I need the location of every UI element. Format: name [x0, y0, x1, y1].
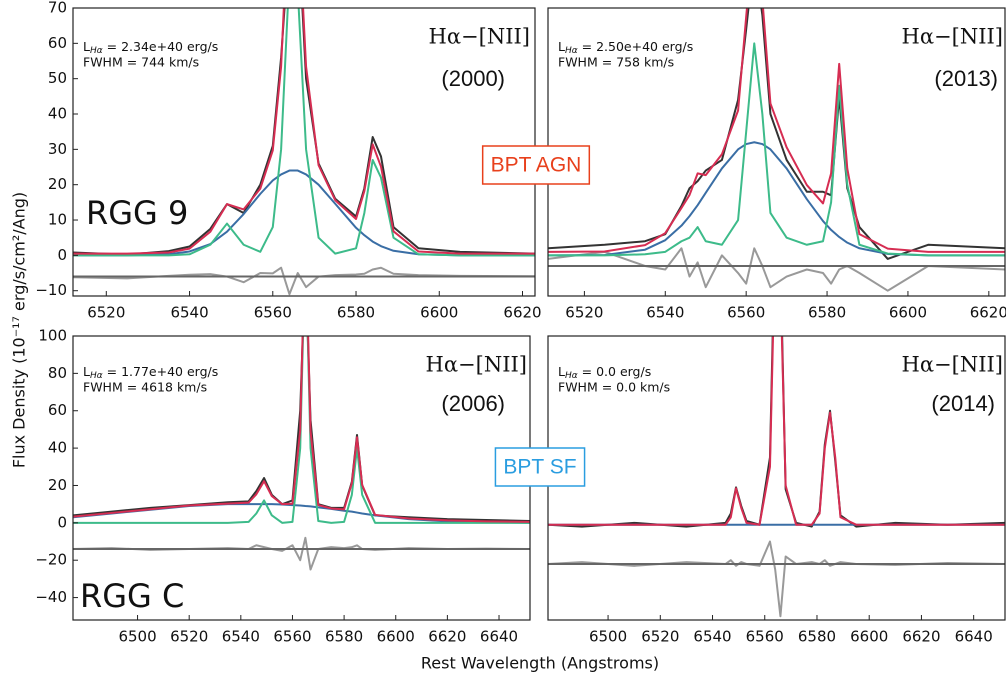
year: (2000): [441, 66, 505, 91]
x-tick-label: 6520: [565, 304, 603, 322]
luminosity-part: L: [558, 39, 565, 54]
year: (2014): [931, 391, 995, 416]
luminosity-part: = 2.34e+40 erg/s: [103, 39, 219, 54]
line-label: Hα−[NII]: [902, 353, 1003, 377]
x-tick-label: 6520: [87, 304, 125, 322]
x-tick-label: 6580: [337, 304, 375, 322]
series-line: [548, 42, 1005, 257]
y-tick-label: 50: [48, 69, 67, 87]
class-label: BPT SF: [503, 456, 576, 479]
x-tick-label: 6520: [170, 628, 208, 646]
y-axis-label: Flux Density (10⁻¹⁷ erg/s/cm²/Ang): [10, 192, 29, 468]
luminosity: LHα = 1.77e+40 erg/s: [83, 364, 218, 381]
x-tick-label: 6600: [377, 628, 415, 646]
x-tick-label: 6540: [693, 628, 731, 646]
x-tick-label: 6620: [503, 304, 541, 322]
fwhm: FWHM = 744 km/s: [83, 55, 199, 70]
class-box: [481, 145, 591, 185]
fwhm: FWHM = 0.0 km/s: [558, 380, 670, 395]
luminosity-part: = 2.50e+40 erg/s: [578, 39, 694, 54]
line-label: Hα−[NII]: [429, 25, 530, 49]
series-line: [73, 8, 535, 257]
y-tick-label: 60: [48, 401, 67, 419]
fwhm: FWHM = 758 km/s: [558, 55, 674, 70]
y-tick-label: 0: [57, 513, 67, 531]
series-line: [73, 169, 535, 257]
series-line: [548, 336, 1005, 526]
y-tick-label: −10: [35, 281, 67, 299]
y-tick-label: −20: [35, 551, 67, 569]
luminosity-part: = 0.0 erg/s: [578, 364, 652, 379]
x-tick-label: 6600: [850, 628, 888, 646]
series-line: [548, 8, 1005, 253]
line-label: Hα−[NII]: [902, 25, 1003, 49]
y-tick-label: −40: [35, 588, 67, 606]
y-tick-label: 20: [48, 175, 67, 193]
x-tick-label: 6560: [273, 628, 311, 646]
x-tick-label: 6560: [254, 304, 292, 322]
y-tick-label: 10: [48, 211, 67, 229]
luminosity-part: L: [83, 364, 90, 379]
x-tick-label: 6580: [325, 628, 363, 646]
line-label: Hα−[NII]: [426, 353, 527, 377]
class-box: [494, 447, 586, 487]
x-tick-label: 6560: [727, 304, 765, 322]
x-tick-label: 6540: [170, 304, 208, 322]
plot: [73, 8, 535, 296]
y-tick-label: 20: [48, 476, 67, 494]
series-line: [548, 141, 1005, 257]
luminosity-part: L: [558, 364, 565, 379]
series-line: [73, 8, 535, 255]
y-tick-label: 40: [48, 439, 67, 457]
plot: [548, 336, 1005, 618]
x-tick-label: 6600: [889, 304, 927, 322]
plot: [548, 8, 1005, 292]
y-tick-label: 100: [38, 327, 67, 345]
series-line: [548, 247, 1005, 292]
x-tick-label: 6560: [746, 628, 784, 646]
x-tick-label: 6500: [589, 628, 627, 646]
luminosity-part: Hα: [90, 371, 103, 381]
luminosity: LHα = 2.50e+40 erg/s: [558, 39, 693, 56]
y-tick-label: 60: [48, 34, 67, 52]
series-line: [73, 336, 530, 523]
series-line: [73, 8, 535, 256]
luminosity-part: Hα: [565, 371, 578, 381]
y-tick-label: 0: [57, 246, 67, 264]
x-tick-label: 6500: [118, 628, 156, 646]
luminosity-part: L: [83, 39, 90, 54]
x-tick-label: 6640: [480, 628, 518, 646]
x-axis-label: Rest Wavelength (Angstroms): [421, 654, 659, 673]
x-tick-label: 6640: [955, 628, 993, 646]
x-tick-label: 6620: [428, 628, 466, 646]
x-tick-label: 6580: [808, 304, 846, 322]
series-line: [73, 266, 535, 296]
fwhm: FWHM = 4618 km/s: [83, 380, 207, 395]
y-tick-label: 70: [48, 0, 67, 17]
y-tick-label: 30: [48, 140, 67, 158]
x-tick-label: 6540: [646, 304, 684, 322]
luminosity-part: = 1.77e+40 erg/s: [103, 364, 219, 379]
y-tick-label: 40: [48, 105, 67, 123]
x-tick-label: 6580: [798, 628, 836, 646]
x-tick-label: 6600: [420, 304, 458, 322]
x-tick-label: 6620: [902, 628, 940, 646]
series-line: [73, 336, 530, 524]
class-label: BPT AGN: [491, 154, 582, 177]
x-tick-label: 6620: [970, 304, 1006, 322]
plot: [73, 336, 530, 571]
object-name: RGG C: [80, 577, 184, 615]
year: (2013): [934, 66, 998, 91]
y-tick-label: 80: [48, 364, 67, 382]
luminosity: LHα = 0.0 erg/s: [558, 364, 651, 381]
object-name: RGG 9: [86, 194, 188, 232]
x-tick-label: 6540: [222, 628, 260, 646]
luminosity-part: Hα: [565, 46, 578, 56]
year: (2006): [441, 391, 505, 416]
x-tick-label: 6520: [641, 628, 679, 646]
luminosity: LHα = 2.34e+40 erg/s: [83, 39, 218, 56]
luminosity-part: Hα: [90, 46, 103, 56]
